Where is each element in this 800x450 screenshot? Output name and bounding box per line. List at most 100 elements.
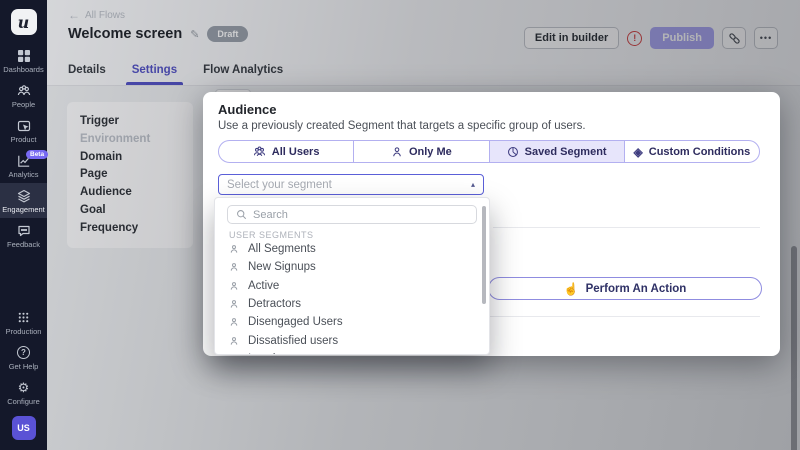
segment-custom-conditions[interactable]: ◈ Custom Conditions xyxy=(625,141,759,162)
page-title: Welcome screen xyxy=(68,26,183,42)
sidebar-item-label: Engagement xyxy=(2,205,45,214)
sidebar-item-label: Product xyxy=(10,135,37,144)
edit-title-icon[interactable]: ✎ xyxy=(190,28,200,41)
search-input[interactable] xyxy=(253,208,468,221)
sidebar-item-feedback[interactable]: Feedback xyxy=(0,218,47,253)
warning-icon[interactable]: ! xyxy=(627,30,643,46)
gear-icon: ⚙ xyxy=(17,380,30,395)
audience-type-segmented-control: All Users Only Me Saved Segment ◈ Cu xyxy=(218,140,760,163)
list-item-label: Inactive users xyxy=(248,353,319,354)
user-avatar[interactable]: US xyxy=(11,416,36,440)
perform-action-label: Perform An Action xyxy=(585,282,687,295)
tab-flow-analytics[interactable]: Flow Analytics xyxy=(203,64,284,76)
segment-label: Custom Conditions xyxy=(648,145,751,158)
nav-item-trigger[interactable]: Trigger xyxy=(80,115,119,127)
list-item[interactable]: New Signups xyxy=(215,258,489,276)
header-actions: Edit in builder ! Publish ••• xyxy=(523,27,778,49)
list-item[interactable]: Inactive users xyxy=(215,350,489,354)
list-item-label: Detractors xyxy=(248,298,302,311)
sidebar-item-production[interactable]: Production xyxy=(0,305,47,340)
sidebar-item-analytics[interactable]: Beta Analytics xyxy=(0,148,49,183)
back-link[interactable]: ← All Flows xyxy=(68,8,125,22)
page: ← All Flows Welcome screen ✎ Draft Edit … xyxy=(47,0,800,450)
dashboards-icon xyxy=(0,48,47,63)
sidebar-item-label: Production xyxy=(5,327,42,336)
sidebar-item-configure[interactable]: ⚙ Configure xyxy=(0,375,47,410)
custom-conditions-icon: ◈ xyxy=(633,144,643,159)
person-icon xyxy=(230,245,238,253)
segment-select[interactable]: Select your segment ▴ xyxy=(218,174,484,195)
nav-item-audience[interactable]: Audience xyxy=(80,186,132,199)
segment-saved-segment[interactable]: Saved Segment xyxy=(489,141,625,162)
sidebar-bottom: Production ? Get Help ⚙ Configure US xyxy=(0,305,47,450)
all-users-icon xyxy=(253,146,265,157)
list-item-label: New Signups xyxy=(248,261,316,274)
only-me-icon xyxy=(393,146,401,156)
sidebar-item-label: Feedback xyxy=(7,240,40,249)
group-label: USER SEGMENTS xyxy=(229,230,314,240)
segment-label: Only Me xyxy=(408,145,452,158)
perform-action-button[interactable]: ☝ Perform An Action xyxy=(488,277,762,300)
page-header: ← All Flows Welcome screen ✎ Draft Edit … xyxy=(47,0,800,86)
publish-button[interactable]: Publish xyxy=(650,27,714,49)
sidebar-item-get-help[interactable]: ? Get Help xyxy=(0,340,47,375)
copy-link-button[interactable] xyxy=(722,27,746,49)
tab-settings[interactable]: Settings xyxy=(125,64,184,85)
edit-in-builder-button[interactable]: Edit in builder xyxy=(523,27,620,49)
card-divider xyxy=(223,316,760,317)
list-item-label: Active xyxy=(248,279,280,292)
list-item[interactable]: Dissatisfied users xyxy=(215,331,489,349)
list-item-label: All Segments xyxy=(248,243,316,256)
segment-only-me[interactable]: Only Me xyxy=(354,141,490,162)
list-item-label: Dissatisfied users xyxy=(248,334,339,347)
page-scrollbar[interactable] xyxy=(791,246,797,450)
card-divider xyxy=(493,227,760,228)
analytics-icon xyxy=(0,153,47,168)
tab-details[interactable]: Details xyxy=(68,64,106,76)
status-badge: Draft xyxy=(207,26,249,42)
sidebar-item-dashboards[interactable]: Dashboards xyxy=(0,43,47,78)
help-icon: ? xyxy=(0,345,47,360)
click-action-icon: ☝ xyxy=(563,281,579,296)
settings-section-nav: Trigger Environment Domain Page Audience… xyxy=(67,102,193,248)
list-item[interactable]: Detractors xyxy=(215,295,489,313)
product-icon xyxy=(0,118,47,133)
back-arrow-icon: ← xyxy=(68,8,80,22)
person-icon xyxy=(230,318,238,327)
engagement-icon xyxy=(0,188,47,203)
segment-select-placeholder: Select your segment xyxy=(227,178,332,191)
list-item[interactable]: Active xyxy=(215,277,489,295)
people-icon xyxy=(0,83,47,98)
dropdown-scrollbar[interactable] xyxy=(482,206,486,304)
sidebar-item-people[interactable]: People xyxy=(0,78,47,113)
segment-search[interactable] xyxy=(227,205,477,224)
nav-item-environment: Environment xyxy=(80,132,151,145)
segment-label: Saved Segment xyxy=(524,145,607,158)
sidebar-item-product[interactable]: Product xyxy=(0,113,47,148)
list-item[interactable]: All Segments xyxy=(215,240,489,258)
userpilot-logo[interactable]: u xyxy=(10,9,37,35)
audience-description: Use a previously created Segment that ta… xyxy=(218,120,586,132)
nav-item-goal[interactable]: Goal xyxy=(80,203,106,216)
nav-item-frequency[interactable]: Frequency xyxy=(80,221,139,234)
more-options-button[interactable]: ••• xyxy=(754,27,778,49)
feedback-icon xyxy=(0,223,47,238)
list-item[interactable]: Disengaged Users xyxy=(215,313,489,331)
segment-all-users[interactable]: All Users xyxy=(219,141,355,162)
person-icon xyxy=(230,263,238,272)
main-sidebar: u Dashboards People xyxy=(0,0,49,450)
nav-item-domain[interactable]: Domain xyxy=(80,150,123,163)
sidebar-item-label: Get Help xyxy=(8,362,39,371)
nav-item-page[interactable]: Page xyxy=(80,168,108,181)
title-row: Welcome screen ✎ Draft xyxy=(68,26,249,42)
caret-up-icon: ▴ xyxy=(470,180,475,189)
sidebar-item-label: Configure xyxy=(7,397,40,406)
sidebar-item-label: Dashboards xyxy=(3,65,44,74)
sidebar-item-engagement[interactable]: Engagement xyxy=(0,183,47,218)
ellipsis-icon: ••• xyxy=(759,33,773,43)
sidebar-item-label: People xyxy=(11,100,36,109)
sidebar-nav: Dashboards People Product xyxy=(0,43,49,253)
sidebar-item-label: Analytics xyxy=(8,170,39,179)
tab-bar: Details Settings Flow Analytics xyxy=(68,64,283,85)
